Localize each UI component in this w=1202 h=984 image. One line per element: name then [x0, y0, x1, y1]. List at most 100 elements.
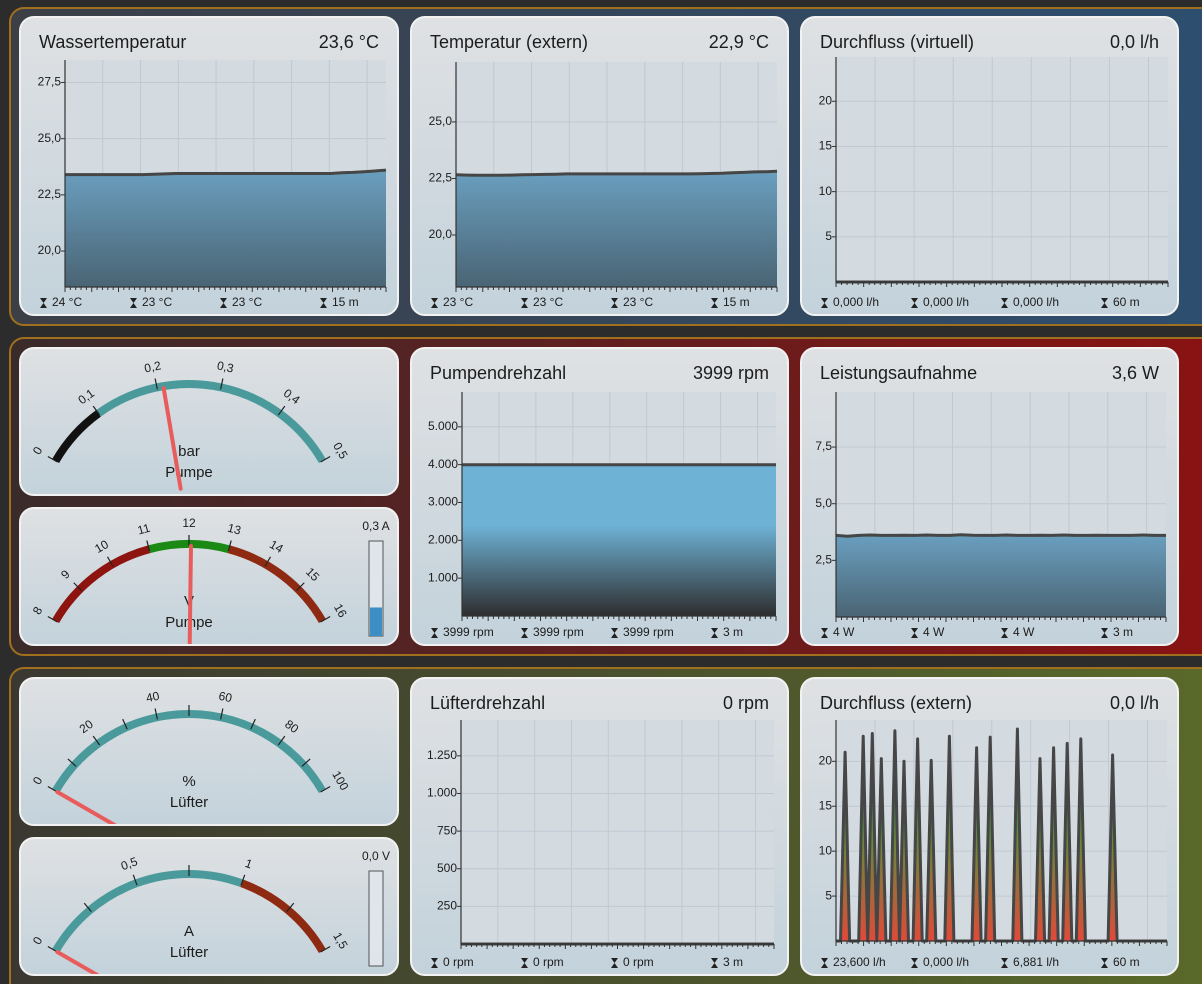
area [836, 534, 1166, 617]
y-tick-label: 2.000 [428, 532, 458, 546]
indicator-label: 0,0 V [362, 849, 390, 863]
y-tick-label: 10 [819, 843, 833, 857]
gauge-tick [83, 902, 92, 912]
y-tick-label: 1.000 [428, 570, 458, 584]
stat-label: 3999 rpm [533, 625, 584, 639]
stat-icon [521, 958, 528, 968]
y-tick-label: 22,5 [429, 171, 453, 185]
gauge-tick [250, 718, 256, 730]
stat-icon [40, 298, 47, 308]
gauge-label: Lüfter [170, 944, 208, 961]
panel-title: Wassertemperatur [39, 32, 186, 52]
gauge-tick [296, 582, 305, 591]
gauge-unit: A [184, 923, 194, 940]
panel-title: Lüfterdrehzahl [430, 693, 545, 713]
stat-icon [220, 298, 227, 308]
gauge-label: Lüfter [170, 794, 208, 811]
panel-title: Pumpendrehzahl [430, 363, 566, 383]
stat-icon [821, 298, 828, 308]
y-tick-label: 15 [819, 798, 833, 812]
gauge: 8910111213141516VPumpe [30, 516, 350, 645]
stat-icon [911, 298, 918, 308]
stat-label: 3 m [1113, 625, 1133, 639]
y-tick-label: 20 [819, 753, 833, 767]
y-tick-label: 5 [825, 888, 832, 902]
y-tick-label: 1.250 [427, 748, 457, 762]
gauge-tick [122, 718, 128, 730]
gauge-tick [154, 708, 158, 720]
panel: Durchfluss (extern) 0,0 l/h 5 10 15 20 23,600 … [800, 677, 1179, 976]
gauge-tick-label: 16 [331, 601, 350, 620]
gauge-tick [220, 378, 224, 390]
stat-icon [611, 628, 618, 638]
panel-border [19, 347, 399, 496]
panel-bg [20, 508, 398, 645]
stat-icon [431, 628, 438, 638]
panel-bg [20, 348, 398, 495]
gauge-tick [220, 708, 224, 720]
gauge-tick [73, 582, 82, 591]
stat-icon [1101, 628, 1108, 638]
stat-icon [611, 298, 618, 308]
y-tick-label: 27,5 [38, 75, 62, 89]
panel-border [19, 837, 399, 976]
panel-value: 0,0 l/h [1110, 693, 1159, 713]
gauge-tick [301, 758, 311, 767]
stat-label: 3999 rpm [443, 625, 494, 639]
panel: Durchfluss (virtuell) 0,0 l/h 5 10 15 20 0,000… [800, 16, 1179, 316]
panel: Temperatur (extern) 22,9 °C 20,0 22,5 25,0 23… [410, 16, 789, 316]
gauge-tick [67, 758, 77, 767]
panel-value: 0 rpm [723, 693, 769, 713]
stat-icon [911, 628, 918, 638]
stat-label: 4 W [1013, 625, 1035, 639]
stat-label: 0 rpm [533, 955, 564, 969]
gauge-label: Pumpe [165, 464, 213, 481]
area [65, 170, 386, 287]
stat-label: 0,000 l/h [923, 295, 969, 309]
indicator-label: 0,3 A [362, 519, 389, 533]
gauge-tick-label: 11 [136, 521, 152, 538]
gauge-tick-label: 0,3 [216, 358, 236, 375]
stat-icon [521, 628, 528, 638]
area [456, 171, 777, 287]
gauge-band [227, 545, 326, 624]
stat-label: 4 W [833, 625, 855, 639]
stat-label: 15 m [723, 295, 750, 309]
stat-icon [1101, 958, 1108, 968]
gauge-tick-label: 0,5 [119, 854, 140, 873]
stat-label: 6,881 l/h [1013, 955, 1059, 969]
y-tick-label: 1.000 [427, 786, 457, 800]
gauge-tick-label: 14 [267, 537, 286, 556]
panel-border [19, 507, 399, 646]
panel: Leistungsaufnahme 3,6 W 2,5 5,0 7,5 4 W 4 W 4 W… [800, 347, 1179, 646]
y-tick-label: 25,0 [38, 131, 62, 145]
panel-bg [20, 838, 398, 975]
panel-value: 22,9 °C [709, 32, 769, 52]
stat-label: 3 m [723, 955, 743, 969]
line [835, 533, 1166, 538]
stat-label: 24 °C [52, 295, 82, 309]
line [455, 169, 778, 177]
stat-label: 60 m [1113, 295, 1140, 309]
y-tick-label: 4.000 [428, 457, 458, 471]
y-tick-label: 25,0 [429, 114, 453, 128]
stat-label: 23 °C [623, 295, 653, 309]
gauge-needle [161, 386, 183, 491]
gauge-tick [146, 540, 151, 552]
y-tick-label: 3.000 [428, 495, 458, 509]
panel-title: Leistungsaufnahme [820, 363, 977, 383]
stat-icon [911, 958, 918, 968]
stat-label: 0,000 l/h [1013, 295, 1059, 309]
y-tick-label: 20 [819, 93, 833, 107]
y-tick-label: 500 [437, 861, 457, 875]
stat-label: 23 °C [443, 295, 473, 309]
gauge-tick-label: 10 [92, 537, 111, 556]
gauge-tick [320, 945, 331, 953]
y-tick-label: 15 [819, 139, 833, 153]
stat-label: 0 rpm [443, 955, 474, 969]
gauge-tick [240, 874, 246, 886]
gauge-tick [277, 405, 286, 416]
